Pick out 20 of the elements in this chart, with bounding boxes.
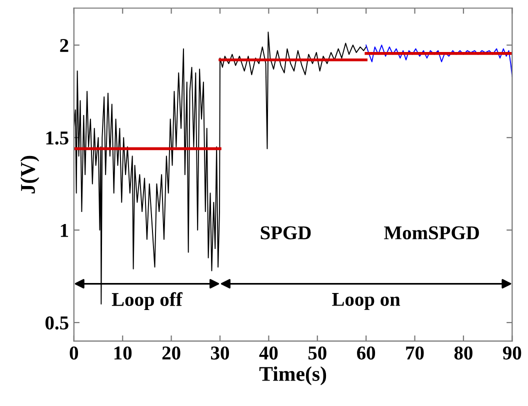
x-tick-label: 50 [308,346,326,360]
annotation: MomSPGD [384,226,479,240]
x-tick-label: 80 [454,346,472,360]
x-tick-label: 70 [406,346,424,360]
annotation: Loop off [112,292,183,310]
x-axis-title: Time(s) [259,366,326,386]
y-tick-label: 2 [60,38,68,52]
x-tick-label: 90 [502,346,522,360]
y-tick-label: 0.5 [45,316,68,330]
x-tick-label: 10 [114,346,132,360]
x-tick-label: 40 [259,346,278,360]
x-tick-label: 20 [162,346,180,360]
y-tick-label: 1.5 [46,132,68,145]
y-tick-label: 1 [60,224,68,237]
annotation: Loop on [332,293,400,310]
x-tick-label: 0 [70,346,78,360]
y-axis-title: J(V) [20,156,40,194]
x-tick-label: 60 [357,346,376,360]
x-tick-label: 30 [211,346,229,360]
annotation: SPGD [260,226,311,240]
